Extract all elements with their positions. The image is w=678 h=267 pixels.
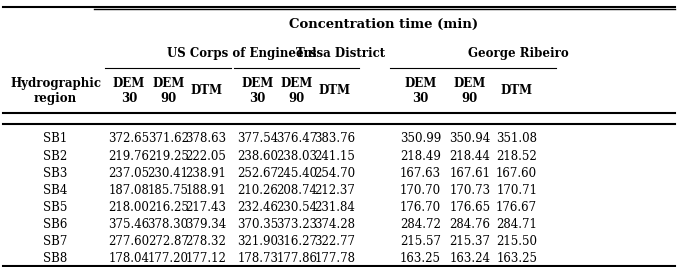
Text: 321.90: 321.90: [237, 235, 278, 248]
Text: 378.63: 378.63: [186, 132, 226, 145]
Text: 245.40: 245.40: [277, 167, 317, 179]
Text: 232.46: 232.46: [237, 201, 278, 214]
Text: DEM
90: DEM 90: [152, 77, 184, 105]
Text: 185.75: 185.75: [148, 184, 188, 197]
Text: 322.77: 322.77: [315, 235, 355, 248]
Text: 219.25: 219.25: [148, 150, 188, 163]
Text: DTM: DTM: [500, 84, 533, 97]
Text: 212.37: 212.37: [315, 184, 355, 197]
Text: 167.61: 167.61: [450, 167, 490, 179]
Text: 177.20: 177.20: [148, 252, 188, 265]
Text: SB6: SB6: [43, 218, 68, 231]
Text: 215.37: 215.37: [450, 235, 490, 248]
Text: 163.24: 163.24: [450, 252, 490, 265]
Text: 350.94: 350.94: [450, 132, 490, 145]
Text: 316.27: 316.27: [277, 235, 317, 248]
Text: 217.43: 217.43: [186, 201, 226, 214]
Text: 170.70: 170.70: [400, 184, 441, 197]
Text: 218.52: 218.52: [496, 150, 537, 163]
Text: 178.73: 178.73: [237, 252, 278, 265]
Text: Tulsa District: Tulsa District: [296, 47, 385, 60]
Text: 176.65: 176.65: [450, 201, 490, 214]
Text: 284.72: 284.72: [400, 218, 441, 231]
Text: 284.71: 284.71: [496, 218, 537, 231]
Text: 378.30: 378.30: [148, 218, 188, 231]
Text: SB2: SB2: [43, 150, 68, 163]
Text: SB5: SB5: [43, 201, 68, 214]
Text: SB4: SB4: [43, 184, 68, 197]
Text: DEM
90: DEM 90: [454, 77, 486, 105]
Text: 215.50: 215.50: [496, 235, 537, 248]
Text: SB8: SB8: [43, 252, 68, 265]
Text: 372.65: 372.65: [108, 132, 149, 145]
Text: 351.08: 351.08: [496, 132, 537, 145]
Text: 176.70: 176.70: [400, 201, 441, 214]
Text: 230.41: 230.41: [148, 167, 188, 179]
Text: 238.91: 238.91: [186, 167, 226, 179]
Text: 371.62: 371.62: [148, 132, 188, 145]
Text: SB7: SB7: [43, 235, 68, 248]
Text: 272.87: 272.87: [148, 235, 188, 248]
Text: 277.60: 277.60: [108, 235, 149, 248]
Text: 218.00: 218.00: [108, 201, 149, 214]
Text: DTM: DTM: [190, 84, 222, 97]
Text: Hydrographic
region: Hydrographic region: [10, 77, 101, 105]
Text: 177.86: 177.86: [277, 252, 317, 265]
Text: DEM
30: DEM 30: [113, 77, 145, 105]
Text: 373.23: 373.23: [277, 218, 317, 231]
Text: US Corps of Engineers: US Corps of Engineers: [167, 47, 317, 60]
Text: 170.73: 170.73: [450, 184, 490, 197]
Text: SB3: SB3: [43, 167, 68, 179]
Text: 210.26: 210.26: [237, 184, 278, 197]
Text: DEM
30: DEM 30: [241, 77, 274, 105]
Text: 376.47: 376.47: [277, 132, 317, 145]
Text: 167.60: 167.60: [496, 167, 537, 179]
Text: 383.76: 383.76: [315, 132, 355, 145]
Text: 218.49: 218.49: [400, 150, 441, 163]
Text: 216.25: 216.25: [148, 201, 188, 214]
Text: George Ribeiro: George Ribeiro: [468, 47, 570, 60]
Text: 188.91: 188.91: [186, 184, 226, 197]
Text: 208.74: 208.74: [277, 184, 317, 197]
Text: 374.28: 374.28: [315, 218, 355, 231]
Text: 252.67: 252.67: [237, 167, 278, 179]
Text: 230.54: 230.54: [277, 201, 317, 214]
Text: 377.54: 377.54: [237, 132, 278, 145]
Text: 215.57: 215.57: [400, 235, 441, 248]
Text: DTM: DTM: [319, 84, 351, 97]
Text: SB1: SB1: [43, 132, 68, 145]
Text: 370.35: 370.35: [237, 218, 278, 231]
Text: 187.08: 187.08: [108, 184, 149, 197]
Text: 375.46: 375.46: [108, 218, 149, 231]
Text: Concentration time (min): Concentration time (min): [289, 18, 477, 30]
Text: 163.25: 163.25: [400, 252, 441, 265]
Text: 167.63: 167.63: [400, 167, 441, 179]
Text: 241.15: 241.15: [315, 150, 355, 163]
Text: DEM
90: DEM 90: [281, 77, 313, 105]
Text: 237.05: 237.05: [108, 167, 149, 179]
Text: 222.05: 222.05: [186, 150, 226, 163]
Text: 284.76: 284.76: [450, 218, 490, 231]
Text: DEM
30: DEM 30: [404, 77, 437, 105]
Text: 178.04: 178.04: [108, 252, 149, 265]
Text: 218.44: 218.44: [450, 150, 490, 163]
Text: 254.70: 254.70: [315, 167, 355, 179]
Text: 231.84: 231.84: [315, 201, 355, 214]
Text: 350.99: 350.99: [400, 132, 441, 145]
Text: 170.71: 170.71: [496, 184, 537, 197]
Text: 278.32: 278.32: [186, 235, 226, 248]
Text: 238.60: 238.60: [237, 150, 278, 163]
Text: 238.03: 238.03: [277, 150, 317, 163]
Text: 379.34: 379.34: [186, 218, 226, 231]
Text: 177.12: 177.12: [186, 252, 226, 265]
Text: 219.76: 219.76: [108, 150, 149, 163]
Text: 176.67: 176.67: [496, 201, 537, 214]
Text: 177.78: 177.78: [315, 252, 355, 265]
Text: 163.25: 163.25: [496, 252, 537, 265]
